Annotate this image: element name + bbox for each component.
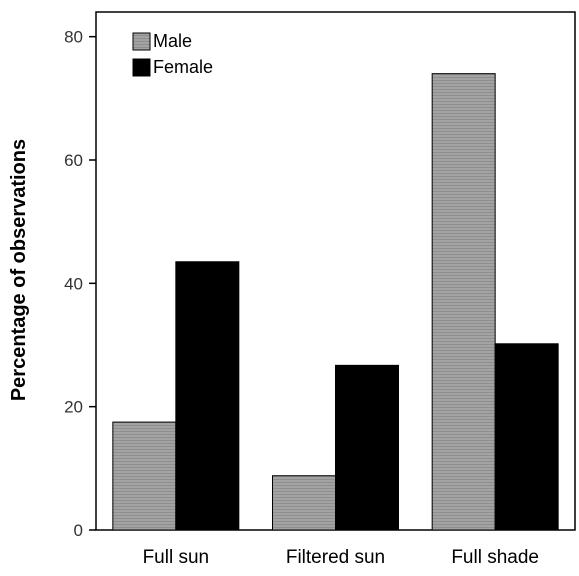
bar-male [112,421,177,531]
y-tick-label: 40 [64,274,83,293]
bar-female [335,364,399,531]
x-category-label: Full sun [143,547,210,568]
legend-swatch-female [132,58,151,77]
bars [112,73,559,531]
legend-label-male: Male [153,31,192,51]
y-tick-label: 20 [64,398,83,417]
y-tick-label: 0 [74,521,83,540]
x-category-label: Filtered sun [286,547,385,568]
x-category-label: Full shade [451,547,539,568]
legend: Male Female [132,31,213,77]
bar-female [494,343,559,531]
legend-label-female: Female [153,57,213,77]
bar-male [272,475,336,531]
y-tick-label: 60 [64,151,83,170]
legend-swatch-male [132,32,151,51]
y-tick-label: 80 [64,28,83,47]
bar-female [175,261,240,531]
y-axis-title: Percentage of observations [8,139,30,401]
y-axis: 0 20 40 60 80 [64,28,96,540]
bar-male [431,73,496,531]
x-axis: Full sun Filtered sun Full shade [143,547,539,568]
